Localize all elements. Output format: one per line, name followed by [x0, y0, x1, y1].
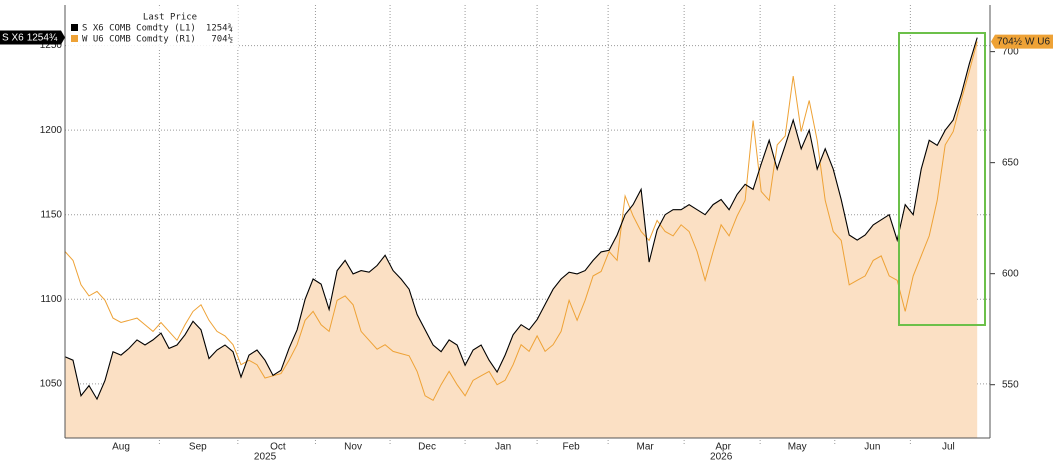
x-tick-label: Sep	[189, 442, 207, 453]
series-line	[64, 41, 978, 401]
x-tick-label: Dec	[418, 442, 436, 453]
x-tick-label: May	[788, 442, 807, 453]
legend-swatch	[71, 35, 78, 42]
x-tick-label: Jun	[864, 442, 880, 453]
series-tag: W U6	[1025, 36, 1050, 47]
legend-label: W U6 COMB Comdty (R1)	[82, 35, 196, 45]
y2-tick-label: 600	[1002, 268, 1019, 279]
y-tick-label: 1100	[40, 294, 62, 305]
last-value-tag	[991, 34, 1053, 49]
legend-label: S X6 COMB Comdty (L1)	[82, 24, 196, 34]
area	[65, 37, 978, 438]
last-value: 1254¾	[27, 32, 58, 43]
year-label: 2025	[254, 452, 277, 461]
overlay: Last Price S X6 COMB Comdty (L1) 1254¾ W U…	[0, 6, 1053, 49]
highlight-box	[898, 32, 986, 326]
last-value-tag-text: S X6 1254¾	[2, 32, 58, 43]
x-tick-label: Aug	[112, 442, 130, 453]
last-value-tag	[0, 30, 65, 45]
x-tick-label: Apr	[715, 442, 731, 453]
y-tick-label: 1050	[40, 379, 63, 390]
x-tick-label: Oct	[270, 442, 286, 453]
y2-tick-label: 700	[1002, 46, 1019, 57]
y-tick-label: 1250	[40, 40, 63, 51]
series-tag: S X6	[2, 32, 24, 43]
y2-tick-label: 550	[1002, 379, 1019, 390]
x-tick-label: Jan	[495, 442, 511, 453]
y-tick-label: 1150	[40, 209, 62, 220]
legend-value: 1254¾	[206, 24, 233, 34]
legend-title: Last Price	[143, 13, 197, 23]
last-value: 704½	[997, 36, 1023, 47]
x-tick-label: Feb	[562, 442, 580, 453]
y-tick-label: 1200	[40, 125, 63, 136]
legend-value: 704½	[211, 34, 233, 45]
x-tick-label: Nov	[344, 442, 362, 453]
x-tick-label: Jul	[942, 442, 955, 453]
series-line	[64, 37, 978, 401]
y2-tick-label: 650	[1002, 157, 1019, 168]
last-value-tag-text: 704½ W U6	[997, 36, 1050, 47]
legend-box	[66, 6, 238, 48]
plot-area: 1050 1100 1150 1200 1250 550 600 650 700 Aug Sep Oc…	[40, 5, 1019, 461]
legend-swatch	[71, 24, 78, 31]
x-tick-label: Mar	[637, 442, 655, 453]
year-label: 2026	[710, 452, 733, 461]
